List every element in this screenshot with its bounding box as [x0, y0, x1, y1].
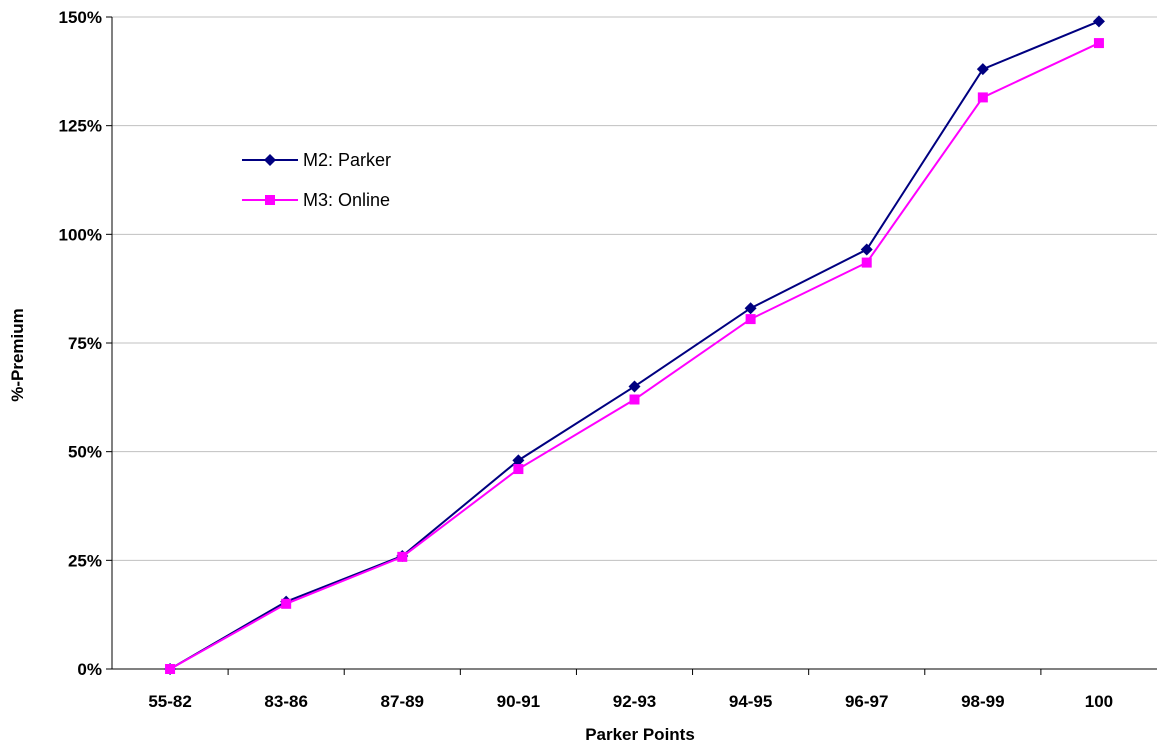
- data-point: [628, 380, 641, 393]
- series-1: [164, 15, 1105, 675]
- series-line: [169, 42, 1100, 670]
- x-tick-label: 90-91: [497, 692, 540, 711]
- x-tick-label: 92-93: [613, 692, 656, 711]
- y-tick-label: 25%: [68, 551, 102, 570]
- x-tick-label: 96-97: [845, 692, 888, 711]
- x-tick-label: 83-86: [264, 692, 307, 711]
- y-ticks: 0% 25% 50% 75% 100% 125% 150%: [59, 8, 112, 679]
- series-layer: [164, 15, 1105, 675]
- data-point: [1093, 38, 1104, 49]
- data-point: [745, 314, 756, 325]
- legend-label-m2: M2: Parker: [303, 150, 391, 170]
- legend-label-m3: M3: Online: [303, 190, 390, 210]
- data-point: [976, 63, 989, 76]
- series-2: [165, 38, 1104, 674]
- data-point: [1092, 15, 1105, 28]
- data-point: [513, 464, 524, 475]
- legend: M2: Parker M3: Online: [242, 150, 391, 210]
- y-tick-label: 0%: [77, 660, 102, 679]
- y-axis-title: %-Premium: [8, 308, 27, 402]
- x-tick-label: 100: [1085, 692, 1113, 711]
- legend-item-m2: M2: Parker: [242, 150, 391, 170]
- x-ticks: 55-82 83-86 87-89 90-91 92-93 94-95 96-97 98-99…: [148, 669, 1113, 711]
- data-point: [512, 454, 525, 467]
- data-point: [629, 394, 640, 405]
- x-tick-label: 87-89: [381, 692, 424, 711]
- y-tick-label: 125%: [59, 117, 102, 136]
- x-tick-label: 98-99: [961, 692, 1004, 711]
- y-tick-label: 75%: [68, 334, 102, 353]
- data-point: [281, 598, 292, 609]
- series-line: [169, 20, 1100, 670]
- data-point: [977, 92, 988, 103]
- gridlines: [112, 16, 1157, 561]
- data-point: [744, 302, 757, 315]
- y-tick-label: 150%: [59, 8, 102, 27]
- x-tick-label: 94-95: [729, 692, 772, 711]
- x-tick-label: 55-82: [148, 692, 191, 711]
- data-point: [860, 243, 873, 256]
- legend-marker-diamond: [264, 154, 276, 166]
- data-point: [165, 664, 176, 674]
- x-axis-title: Parker Points: [585, 725, 695, 744]
- y-tick-label: 50%: [68, 443, 102, 462]
- legend-marker-square: [265, 195, 275, 205]
- data-point: [861, 257, 872, 268]
- legend-item-m3: M3: Online: [242, 190, 390, 210]
- y-tick-label: 100%: [59, 225, 102, 244]
- data-point: [397, 551, 408, 562]
